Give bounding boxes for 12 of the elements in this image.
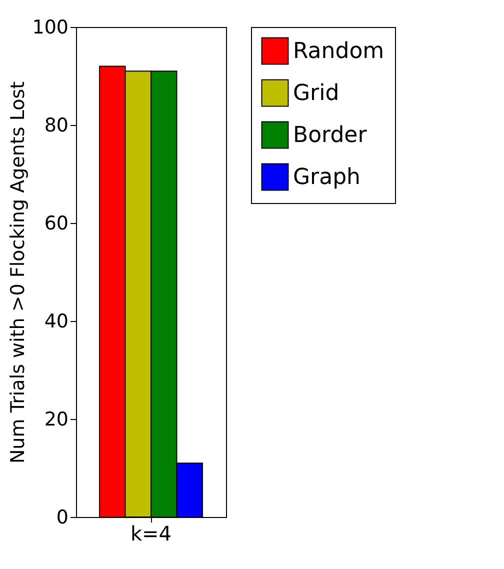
legend-label: Random — [293, 39, 384, 64]
x-tick-label: k=4 — [130, 522, 172, 546]
y-tick-label: 60 — [44, 212, 68, 234]
legend-label: Grid — [293, 81, 340, 106]
y-tick-label: 80 — [44, 114, 68, 136]
legend-label: Border — [293, 123, 368, 148]
y-tick-label: 100 — [32, 16, 68, 38]
y-axis-title: Num Trials with >0 Flocking Agents Lost — [7, 81, 30, 464]
y-tick-label: 0 — [56, 506, 68, 528]
y-tick-label: 40 — [44, 310, 68, 332]
legend-label: Graph — [293, 165, 360, 190]
y-tick-label: 20 — [44, 408, 68, 430]
